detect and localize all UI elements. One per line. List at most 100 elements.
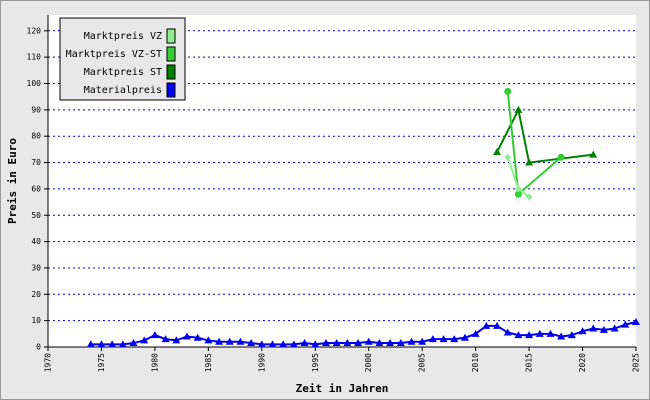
point: [621, 320, 630, 328]
legend-label: Marktpreis VZ: [84, 31, 162, 42]
legend-swatch: [166, 64, 176, 80]
point: [257, 340, 266, 348]
point: [493, 321, 502, 329]
y-tick-label: 80: [31, 132, 41, 141]
y-tick-label: 110: [27, 53, 42, 62]
legend-swatch: [166, 28, 176, 44]
point: [460, 333, 469, 341]
point: [428, 335, 437, 343]
y-tick-label: 30: [31, 263, 41, 272]
x-tick-label: 1985: [204, 353, 213, 372]
point: [140, 336, 149, 344]
legend-label: Marktpreis VZ-ST: [66, 49, 162, 60]
x-tick-label: 1995: [311, 353, 320, 372]
point: [193, 333, 202, 341]
y-tick-label: 90: [31, 105, 41, 114]
point: [610, 324, 619, 332]
point: [504, 87, 512, 95]
point: [375, 339, 384, 347]
point: [514, 105, 523, 113]
point: [525, 158, 534, 166]
y-tick-label: 60: [31, 184, 41, 193]
point: [493, 148, 502, 156]
point: [161, 335, 170, 343]
point: [471, 329, 480, 337]
x-tick-label: 2025: [632, 353, 641, 372]
x-axis-title: Zeit in Jahren: [296, 382, 389, 395]
legend-swatch: [166, 82, 176, 98]
point: [482, 321, 491, 329]
point: [514, 331, 523, 339]
y-tick-label: 0: [36, 343, 41, 352]
legend-label: Marktpreis ST: [84, 67, 162, 78]
point: [525, 331, 534, 339]
point: [354, 339, 363, 347]
point: [129, 339, 138, 347]
point: [321, 339, 330, 347]
point: [118, 340, 127, 348]
point: [311, 340, 320, 348]
x-tick-label: 2015: [525, 353, 534, 372]
point: [567, 331, 576, 339]
point: [503, 328, 512, 336]
x-tick-label: 1975: [97, 353, 106, 372]
legend-label: Materialpreis: [84, 85, 162, 96]
point: [236, 337, 245, 345]
point: [289, 340, 298, 348]
point: [407, 337, 416, 345]
point: [268, 340, 277, 348]
x-tick-label: 2000: [364, 353, 373, 372]
point: [172, 336, 181, 344]
point: [182, 332, 191, 340]
legend-swatch: [166, 46, 176, 62]
point: [150, 331, 159, 339]
point: [589, 324, 598, 332]
series-line: [90, 320, 637, 346]
y-tick-label: 100: [27, 79, 42, 88]
point: [97, 340, 106, 348]
point: [632, 317, 640, 325]
point: [589, 150, 598, 158]
y-tick-label: 40: [31, 237, 41, 246]
point: [86, 340, 95, 348]
point: [450, 335, 459, 343]
point: [535, 329, 544, 337]
point: [557, 153, 565, 161]
point: [599, 325, 608, 333]
point: [343, 339, 352, 347]
x-tick-label: 1980: [150, 353, 159, 372]
legend-box: [59, 17, 186, 101]
point: [418, 337, 427, 345]
x-tick-label: 1990: [257, 353, 266, 372]
x-tick-label: 2005: [418, 353, 427, 372]
x-tick-label: 2010: [471, 353, 480, 372]
point: [279, 340, 288, 348]
point: [386, 339, 395, 347]
point: [525, 193, 533, 201]
point: [300, 339, 309, 347]
point: [396, 339, 405, 347]
point: [332, 339, 341, 347]
y-tick-label: 120: [27, 26, 42, 35]
point: [546, 329, 555, 337]
point: [247, 339, 256, 347]
point: [204, 336, 213, 344]
point: [504, 153, 512, 161]
x-tick-label: 2020: [578, 353, 587, 372]
point: [514, 190, 522, 198]
point: [108, 340, 117, 348]
point: [439, 335, 448, 343]
point: [557, 332, 566, 340]
y-axis-title: Preis in Euro: [6, 138, 19, 224]
y-tick-label: 20: [31, 290, 41, 299]
point: [578, 327, 587, 335]
y-tick-label: 10: [31, 316, 41, 325]
y-tick-label: 50: [31, 211, 41, 220]
point: [364, 337, 373, 345]
point: [215, 337, 224, 345]
y-tick-label: 70: [31, 158, 41, 167]
point: [514, 185, 522, 193]
x-tick-label: 1970: [44, 353, 53, 372]
point: [225, 337, 234, 345]
